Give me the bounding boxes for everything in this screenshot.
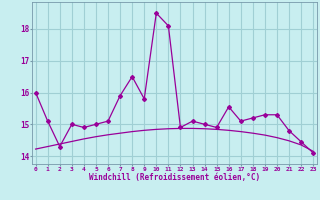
X-axis label: Windchill (Refroidissement éolien,°C): Windchill (Refroidissement éolien,°C) [89, 173, 260, 182]
